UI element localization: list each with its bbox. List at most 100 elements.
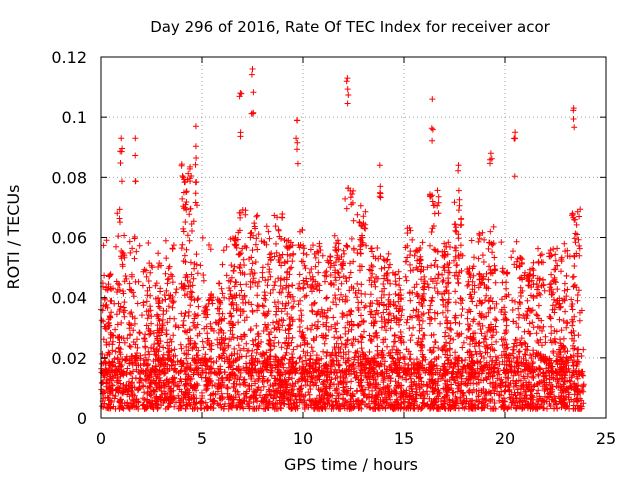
- data-point: [112, 326, 119, 333]
- data-point: [194, 296, 201, 303]
- data-point: [380, 281, 387, 287]
- data-point: [263, 223, 270, 230]
- data-point: [450, 376, 457, 382]
- data-point: [528, 396, 535, 403]
- data-point: [278, 344, 285, 351]
- data-point: [513, 238, 520, 245]
- data-point: [98, 403, 105, 410]
- data-point: [265, 377, 272, 383]
- data-point: [436, 389, 443, 396]
- data-point: [331, 232, 338, 239]
- data-point: [284, 245, 291, 252]
- data-point: [326, 257, 333, 264]
- data-point: [333, 340, 340, 347]
- data-point: [575, 287, 582, 294]
- data-point: [475, 398, 482, 405]
- data-point: [157, 384, 164, 391]
- data-point: [300, 348, 307, 355]
- data-point: [403, 319, 410, 326]
- data-point: [237, 312, 244, 319]
- data-point: [272, 364, 279, 371]
- data-point: [134, 387, 141, 394]
- data-point: [342, 195, 349, 202]
- data-point: [327, 280, 334, 286]
- data-point: [127, 249, 134, 256]
- data-point: [366, 394, 373, 401]
- data-point: [550, 246, 557, 252]
- data-point: [109, 392, 116, 399]
- data-point: [522, 398, 529, 405]
- data-point: [508, 391, 515, 398]
- data-point: [128, 287, 135, 294]
- data-point: [553, 401, 559, 408]
- data-point: [128, 309, 135, 316]
- data-point: [133, 248, 140, 255]
- data-point: [146, 284, 153, 291]
- data-point: [384, 270, 391, 276]
- data-point: [180, 228, 187, 235]
- data-point: [535, 259, 542, 266]
- data-point: [291, 298, 297, 305]
- data-point: [458, 381, 465, 388]
- data-point: [148, 320, 155, 327]
- data-point: [219, 395, 226, 402]
- data-point: [303, 251, 310, 258]
- data-point: [247, 394, 254, 401]
- data-point: [190, 319, 197, 326]
- data-point: [319, 252, 326, 259]
- data-point: [235, 319, 242, 326]
- data-point: [533, 390, 540, 397]
- data-point: [308, 302, 315, 308]
- data-point: [494, 375, 501, 382]
- data-point: [309, 288, 315, 295]
- data-point: [184, 403, 191, 409]
- data-point: [272, 334, 278, 341]
- data-point: [124, 365, 131, 372]
- data-point: [156, 379, 163, 386]
- data-point: [564, 286, 571, 293]
- data-point: [527, 352, 533, 359]
- data-point: [199, 338, 206, 345]
- data-point: [369, 405, 376, 412]
- data-point: [215, 280, 222, 287]
- data-point: [184, 291, 191, 297]
- data-point: [132, 354, 139, 361]
- data-point: [165, 303, 172, 310]
- data-point: [363, 242, 370, 249]
- data-point: [118, 362, 125, 368]
- data-point: [403, 258, 410, 265]
- data-point: [181, 313, 188, 320]
- data-point: [194, 270, 201, 277]
- data-point: [282, 378, 289, 385]
- data-point: [381, 323, 388, 330]
- data-point: [407, 297, 414, 304]
- data-point: [290, 400, 297, 407]
- data-point: [301, 280, 308, 287]
- data-point: [287, 397, 294, 404]
- data-point: [310, 336, 317, 343]
- data-point: [209, 382, 216, 389]
- data-point: [347, 260, 353, 267]
- data-point: [543, 382, 550, 389]
- data-point: [343, 341, 350, 348]
- data-point: [221, 294, 228, 301]
- data-point: [185, 373, 192, 380]
- data-point: [106, 390, 113, 397]
- data-point: [347, 398, 354, 405]
- data-point: [428, 398, 435, 405]
- data-point: [266, 337, 273, 344]
- data-point: [217, 326, 224, 333]
- data-point: [178, 395, 185, 402]
- data-point: [204, 335, 211, 342]
- data-point: [108, 309, 115, 316]
- data-point: [354, 250, 361, 256]
- data-point: [139, 282, 146, 289]
- data-point: [431, 309, 438, 316]
- data-point: [189, 228, 195, 234]
- data-point: [184, 232, 191, 239]
- data-point: [240, 390, 247, 397]
- data-point: [243, 281, 250, 288]
- data-point: [182, 219, 189, 225]
- data-point: [214, 400, 221, 407]
- data-point: [112, 393, 119, 399]
